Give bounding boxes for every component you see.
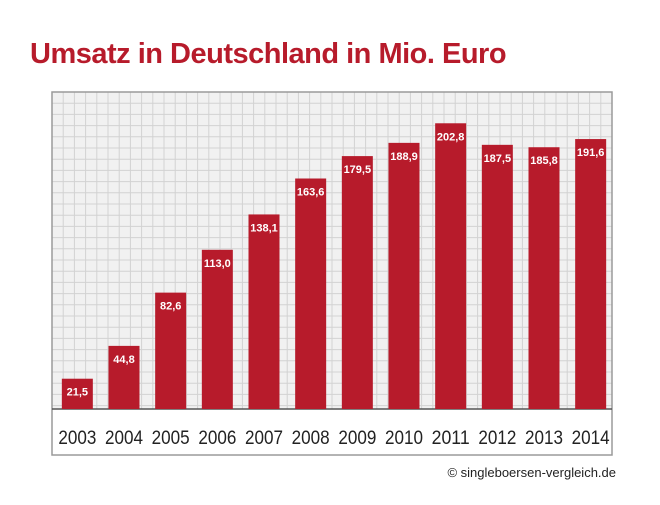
x-tick-label-2008: 2008 xyxy=(292,428,330,449)
x-tick-label-2011: 2011 xyxy=(432,428,470,449)
value-label-2009: 179,5 xyxy=(344,164,372,176)
bar-2010 xyxy=(388,142,420,409)
value-label-2012: 187,5 xyxy=(484,153,512,165)
x-tick-label-2006: 2006 xyxy=(198,428,236,449)
x-tick-label-2009: 2009 xyxy=(338,428,376,449)
value-label-2004: 44,8 xyxy=(113,354,134,366)
value-label-2005: 82,6 xyxy=(160,301,181,313)
value-label-2007: 138,1 xyxy=(250,222,278,234)
bar-2014 xyxy=(575,139,607,409)
value-label-2014: 191,6 xyxy=(577,147,605,159)
x-tick-label-2012: 2012 xyxy=(478,428,516,449)
bar-2011 xyxy=(435,123,467,409)
bar-2013 xyxy=(528,147,560,409)
chart-frame xyxy=(51,91,613,456)
x-tick-label-2010: 2010 xyxy=(385,428,423,449)
bar-2007 xyxy=(248,214,280,409)
bar-2009 xyxy=(341,156,373,409)
value-label-2003: 21,5 xyxy=(67,387,88,399)
x-tick-label-2005: 2005 xyxy=(152,428,190,449)
bar-2003 xyxy=(61,378,93,409)
x-tick-label-2014: 2014 xyxy=(572,428,610,449)
x-tick-label-2013: 2013 xyxy=(525,428,563,449)
x-tick-label-2003: 2003 xyxy=(58,428,96,449)
value-label-2013: 185,8 xyxy=(530,155,558,167)
value-label-2010: 188,9 xyxy=(390,151,418,163)
bar-2005 xyxy=(155,292,187,409)
value-label-2011: 202,8 xyxy=(437,131,465,143)
value-label-2008: 163,6 xyxy=(297,187,325,199)
x-axis-tick-labels: 2003 2004 2005 2006 2007 2008 2009 2010 2011 2012… xyxy=(58,428,610,449)
source-credit: © singleboersen-vergleich.de xyxy=(447,465,616,480)
bar-2008 xyxy=(295,178,327,409)
value-label-2006: 113,0 xyxy=(204,258,231,270)
bar-2012 xyxy=(481,144,513,410)
chart-title: Umsatz in Deutschland in Mio. Euro xyxy=(30,38,507,70)
bar-2006 xyxy=(201,249,233,409)
bar-2004 xyxy=(108,345,140,409)
axis-strip xyxy=(52,409,612,455)
value-labels: 21,5 44,8 82,6 113,0 138,1 163,6 179,5 188,9 202… xyxy=(67,131,605,398)
x-tick-label-2004: 2004 xyxy=(105,428,143,449)
bars xyxy=(61,123,607,410)
x-tick-label-2007: 2007 xyxy=(245,428,283,449)
